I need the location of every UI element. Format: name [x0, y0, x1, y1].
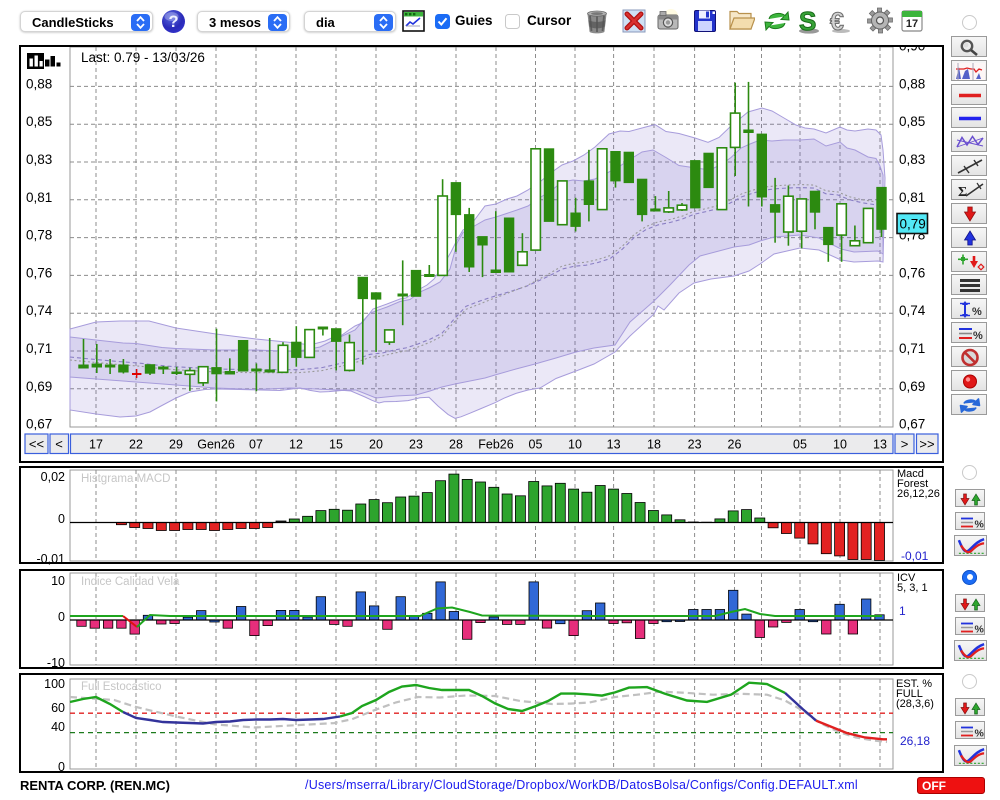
- svg-text:20: 20: [369, 438, 383, 452]
- svg-text:17: 17: [89, 438, 103, 452]
- svg-text:0,78: 0,78: [26, 228, 52, 243]
- svg-text:0,76: 0,76: [26, 265, 52, 280]
- svg-text:0,67: 0,67: [899, 417, 925, 432]
- svg-text:%: %: [975, 623, 985, 635]
- svg-text:13: 13: [873, 438, 887, 452]
- svg-text:<: <: [55, 437, 63, 452]
- svg-text:Forest: Forest: [897, 478, 928, 490]
- svg-text:0,74: 0,74: [899, 303, 926, 318]
- svg-text:26,18: 26,18: [900, 734, 930, 748]
- svg-text:(28,3,6): (28,3,6): [896, 698, 934, 710]
- svg-text:07: 07: [249, 438, 263, 452]
- svg-text:60: 60: [51, 701, 65, 715]
- svg-text:0,88: 0,88: [26, 76, 52, 91]
- svg-text:0: 0: [58, 760, 65, 774]
- svg-text:0,83: 0,83: [26, 152, 52, 167]
- svg-text:ICV: ICV: [897, 572, 916, 584]
- svg-text:26,12,26: 26,12,26: [897, 488, 940, 500]
- svg-text:0,85: 0,85: [899, 114, 925, 129]
- svg-text:0,71: 0,71: [899, 341, 925, 356]
- svg-text:22: 22: [129, 438, 143, 452]
- svg-text:Indice Calidad Vela: Indice Calidad Vela: [81, 576, 180, 588]
- svg-text:>: >: [901, 437, 909, 452]
- svg-text:0,69: 0,69: [26, 379, 52, 394]
- svg-text:0,85: 0,85: [26, 114, 52, 129]
- svg-text:28: 28: [449, 438, 463, 452]
- svg-text:0,81: 0,81: [899, 190, 925, 205]
- svg-text:0,79: 0,79: [900, 217, 926, 232]
- svg-text:10: 10: [833, 438, 847, 452]
- svg-text:Histgrama MACD: Histgrama MACD: [81, 473, 170, 485]
- svg-text:23: 23: [409, 438, 423, 452]
- svg-text:-0,01: -0,01: [901, 549, 929, 563]
- svg-text:?: ?: [168, 13, 178, 31]
- svg-text:10: 10: [568, 438, 582, 452]
- svg-text:FULL: FULL: [896, 688, 923, 700]
- svg-text:0,67: 0,67: [26, 417, 52, 432]
- svg-text:17: 17: [906, 18, 918, 30]
- svg-text:0: 0: [58, 512, 65, 526]
- svg-text:Gen26: Gen26: [197, 438, 235, 452]
- svg-text:0,76: 0,76: [899, 265, 925, 280]
- svg-text:0,81: 0,81: [26, 190, 52, 205]
- svg-text:Σ: Σ: [958, 185, 967, 200]
- svg-text:13: 13: [607, 438, 621, 452]
- svg-text:S: S: [799, 7, 816, 35]
- svg-text:26: 26: [728, 438, 742, 452]
- svg-text:%: %: [975, 518, 985, 530]
- svg-text:0,88: 0,88: [899, 76, 925, 91]
- svg-text:>>: >>: [919, 437, 934, 452]
- svg-text:Last: 0.79 - 13/03/26: Last: 0.79 - 13/03/26: [81, 50, 205, 65]
- svg-text:%: %: [972, 306, 982, 318]
- svg-text:0: 0: [58, 610, 65, 624]
- svg-text:<<: <<: [29, 437, 44, 452]
- svg-text:-10: -10: [47, 656, 65, 670]
- svg-text:%: %: [975, 728, 985, 740]
- svg-text:05: 05: [793, 438, 807, 452]
- svg-text:100: 100: [44, 677, 65, 691]
- svg-text:5, 3, 1: 5, 3, 1: [897, 582, 928, 594]
- svg-text:12: 12: [289, 438, 303, 452]
- svg-text:10: 10: [51, 574, 65, 588]
- svg-text:0,74: 0,74: [26, 303, 53, 318]
- svg-text:0,02: 0,02: [41, 470, 65, 484]
- svg-text:0,71: 0,71: [26, 341, 52, 356]
- svg-text:-0,01: -0,01: [37, 552, 66, 566]
- svg-text:Full Estocastico: Full Estocastico: [81, 681, 162, 693]
- svg-text:1: 1: [899, 604, 906, 618]
- svg-text:0,69: 0,69: [899, 379, 925, 394]
- svg-text:%: %: [973, 330, 983, 342]
- svg-text:0,83: 0,83: [899, 152, 925, 167]
- svg-text:05: 05: [529, 438, 543, 452]
- svg-text:15: 15: [329, 438, 343, 452]
- svg-text:EST. %: EST. %: [896, 678, 932, 690]
- svg-text:40: 40: [51, 720, 65, 734]
- svg-text:23: 23: [688, 438, 702, 452]
- svg-text:Macd: Macd: [897, 468, 924, 480]
- svg-text:18: 18: [647, 438, 661, 452]
- svg-text:€: €: [830, 8, 844, 35]
- svg-text:29: 29: [169, 438, 183, 452]
- svg-text:Feb26: Feb26: [478, 438, 513, 452]
